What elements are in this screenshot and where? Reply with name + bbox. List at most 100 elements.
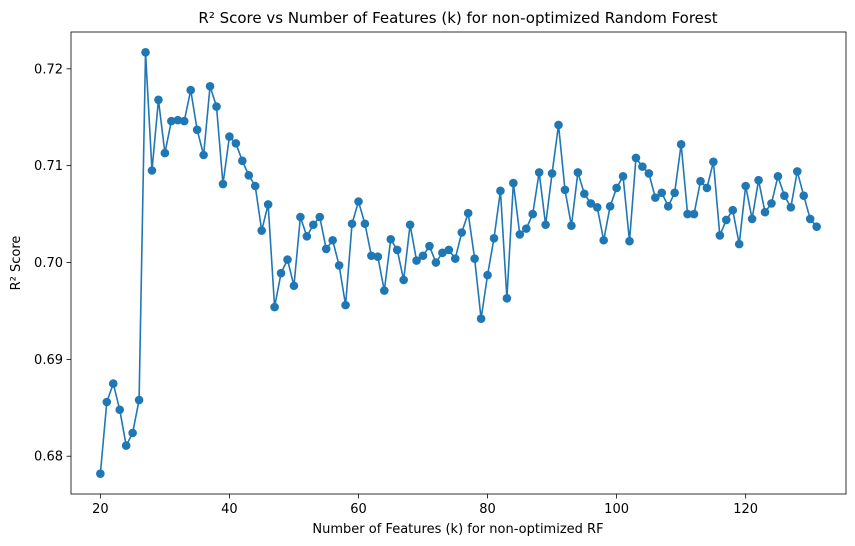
x-tick-label: 20	[92, 502, 109, 517]
data-point	[309, 220, 318, 230]
data-point	[592, 203, 602, 212]
data-point	[296, 212, 305, 222]
data-point	[141, 48, 150, 57]
x-axis: 20 40 60 80 100 120	[92, 494, 758, 517]
data-point	[108, 379, 118, 388]
data-point	[715, 231, 725, 240]
data-point	[631, 153, 641, 163]
data-point	[167, 116, 176, 126]
data-point	[96, 469, 105, 478]
data-point	[418, 251, 428, 261]
data-point	[367, 251, 376, 261]
data-point	[360, 219, 370, 229]
data-point	[541, 220, 550, 230]
data-point	[786, 203, 796, 212]
data-point	[186, 85, 195, 95]
data-point	[567, 221, 576, 231]
data-point	[431, 258, 441, 267]
data-point	[218, 179, 228, 189]
data-point	[160, 148, 170, 158]
data-point	[257, 226, 266, 235]
data-point	[599, 235, 608, 245]
x-tick-label: 40	[221, 502, 238, 517]
data-point	[476, 314, 486, 323]
data-point	[676, 140, 686, 149]
data-point	[573, 168, 583, 177]
data-point	[496, 186, 505, 196]
data-point	[509, 178, 518, 188]
data-point	[515, 230, 525, 239]
data-point	[689, 209, 699, 219]
x-tick-label: 60	[350, 502, 367, 517]
data-point	[154, 95, 163, 105]
data-point	[399, 275, 408, 285]
data-point	[392, 245, 402, 255]
data-point	[354, 197, 363, 206]
data-point	[205, 81, 215, 91]
data-point	[457, 228, 467, 237]
data-point	[792, 167, 802, 176]
data-point	[283, 255, 292, 264]
chart-title: R² Score vs Number of Features (k) for n…	[198, 9, 717, 27]
data-point	[760, 207, 770, 217]
y-tick-label: 0.68	[34, 450, 63, 465]
data-point	[605, 202, 615, 211]
data-point	[341, 300, 350, 310]
y-tick-label: 0.70	[34, 256, 63, 271]
data-point	[173, 115, 183, 125]
data-point	[115, 405, 125, 415]
y-tick-label: 0.71	[34, 159, 63, 174]
x-axis-label: Number of Features (k) for non-optimized…	[312, 522, 603, 537]
data-point	[728, 205, 738, 215]
data-point	[199, 150, 208, 160]
series-line	[99, 52, 818, 474]
data-point	[276, 268, 286, 278]
data-point	[560, 185, 570, 195]
data-point	[450, 254, 460, 263]
data-point	[709, 157, 718, 167]
data-point	[321, 244, 331, 254]
data-point	[244, 171, 254, 180]
data-point	[225, 132, 234, 141]
data-point	[347, 219, 357, 229]
x-tick-label: 80	[479, 502, 496, 517]
data-point	[489, 234, 499, 243]
data-point	[663, 202, 673, 211]
data-point	[670, 188, 679, 198]
data-point	[315, 212, 325, 222]
data-point	[702, 183, 712, 193]
data-point	[128, 428, 137, 438]
data-point	[696, 176, 705, 186]
data-point	[586, 199, 596, 208]
data-point	[580, 189, 589, 199]
data-point	[102, 397, 112, 407]
data-point	[625, 236, 634, 246]
y-tick-label: 0.72	[34, 62, 63, 77]
data-point	[425, 241, 434, 251]
data-point	[618, 172, 628, 181]
data-point	[444, 245, 454, 255]
data-point	[121, 441, 131, 450]
data-point	[250, 181, 260, 191]
data-point	[521, 224, 531, 233]
y-axis-label: R² Score	[9, 236, 24, 291]
data-point	[334, 261, 344, 270]
data-point	[547, 169, 557, 178]
data-point	[438, 248, 447, 258]
data-point	[373, 252, 383, 261]
x-tick-label: 120	[733, 502, 758, 517]
data-point	[638, 162, 647, 171]
data-point	[767, 199, 776, 208]
data-point	[612, 183, 621, 193]
data-point	[470, 254, 479, 263]
x-tick-label: 100	[604, 502, 629, 517]
data-point	[463, 208, 473, 218]
data-point	[270, 302, 279, 312]
data-point	[192, 125, 202, 135]
data-point	[644, 169, 654, 178]
data-point	[812, 222, 821, 231]
data-point	[386, 234, 396, 244]
data-point	[231, 139, 241, 148]
data-point	[134, 395, 144, 405]
